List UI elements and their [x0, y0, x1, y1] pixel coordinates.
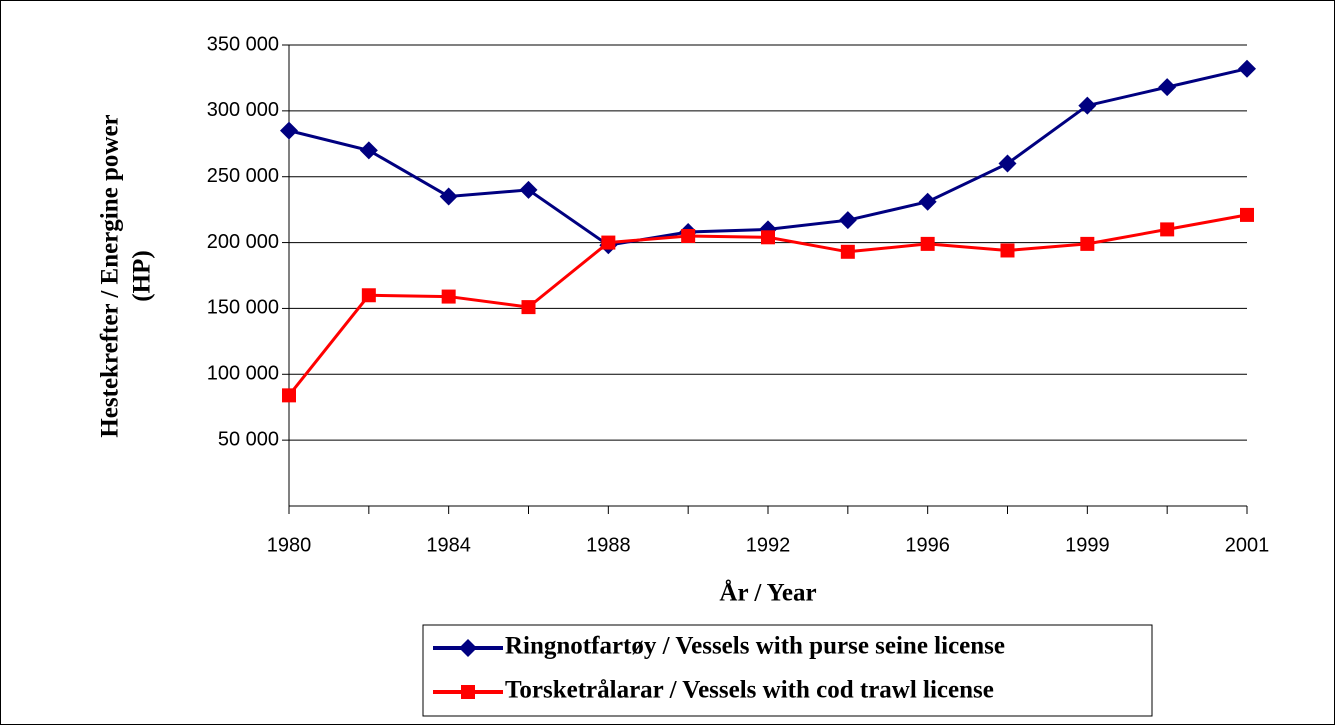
y-tick-label: 350 000	[207, 33, 279, 55]
x-tick-label: 1999	[1065, 534, 1110, 556]
data-point	[1080, 236, 1095, 251]
data-point	[1158, 78, 1177, 97]
y-tick-label: 300 000	[207, 99, 279, 121]
data-point	[1238, 59, 1256, 78]
data-point	[282, 388, 296, 403]
data-point	[521, 300, 536, 315]
data-point	[1160, 222, 1175, 237]
legend-label: Torsketrålarar / Vessels with cod trawl …	[505, 677, 994, 704]
x-tick-label: 1980	[267, 534, 312, 556]
data-point	[439, 187, 458, 206]
data-point	[761, 230, 775, 245]
data-point	[280, 121, 298, 140]
y-axis-title-line: Hestekrefter / Energine power	[97, 114, 124, 437]
data-point	[1240, 207, 1254, 222]
x-tick-label: 1992	[746, 534, 791, 556]
y-axis-title-line: (HP)	[129, 250, 156, 301]
data-point	[361, 288, 376, 303]
data-point	[998, 154, 1017, 173]
data-point	[681, 228, 696, 243]
x-tick-label: 2001	[1225, 534, 1270, 556]
data-point	[920, 236, 935, 251]
data-point	[840, 244, 855, 259]
legend-label: Ringnotfartøy / Vessels with purse seine…	[505, 633, 1005, 660]
x-tick-label: 1984	[426, 534, 471, 556]
y-axis-title: Hestekrefter / Energine power (HP)	[97, 114, 156, 437]
y-tick-label: 250 000	[207, 165, 279, 187]
data-point	[918, 192, 937, 211]
data-point	[519, 180, 538, 199]
x-axis-title: År / Year	[719, 579, 816, 607]
x-tick-label: 1996	[905, 534, 950, 556]
legend-marker	[461, 685, 475, 699]
y-tick-label: 150 000	[207, 297, 279, 319]
y-tick-label: 50 000	[218, 428, 279, 450]
legend-box	[422, 624, 1153, 717]
data-point	[1000, 243, 1015, 258]
y-tick-label: 200 000	[207, 231, 279, 253]
data-point	[601, 235, 616, 250]
data-point	[838, 211, 857, 230]
x-tick-label: 1988	[586, 534, 631, 556]
legend-marker	[459, 639, 477, 657]
data-point	[359, 141, 378, 160]
data-point	[1078, 96, 1097, 115]
data-point	[441, 289, 456, 304]
y-tick-label: 100 000	[207, 363, 279, 385]
